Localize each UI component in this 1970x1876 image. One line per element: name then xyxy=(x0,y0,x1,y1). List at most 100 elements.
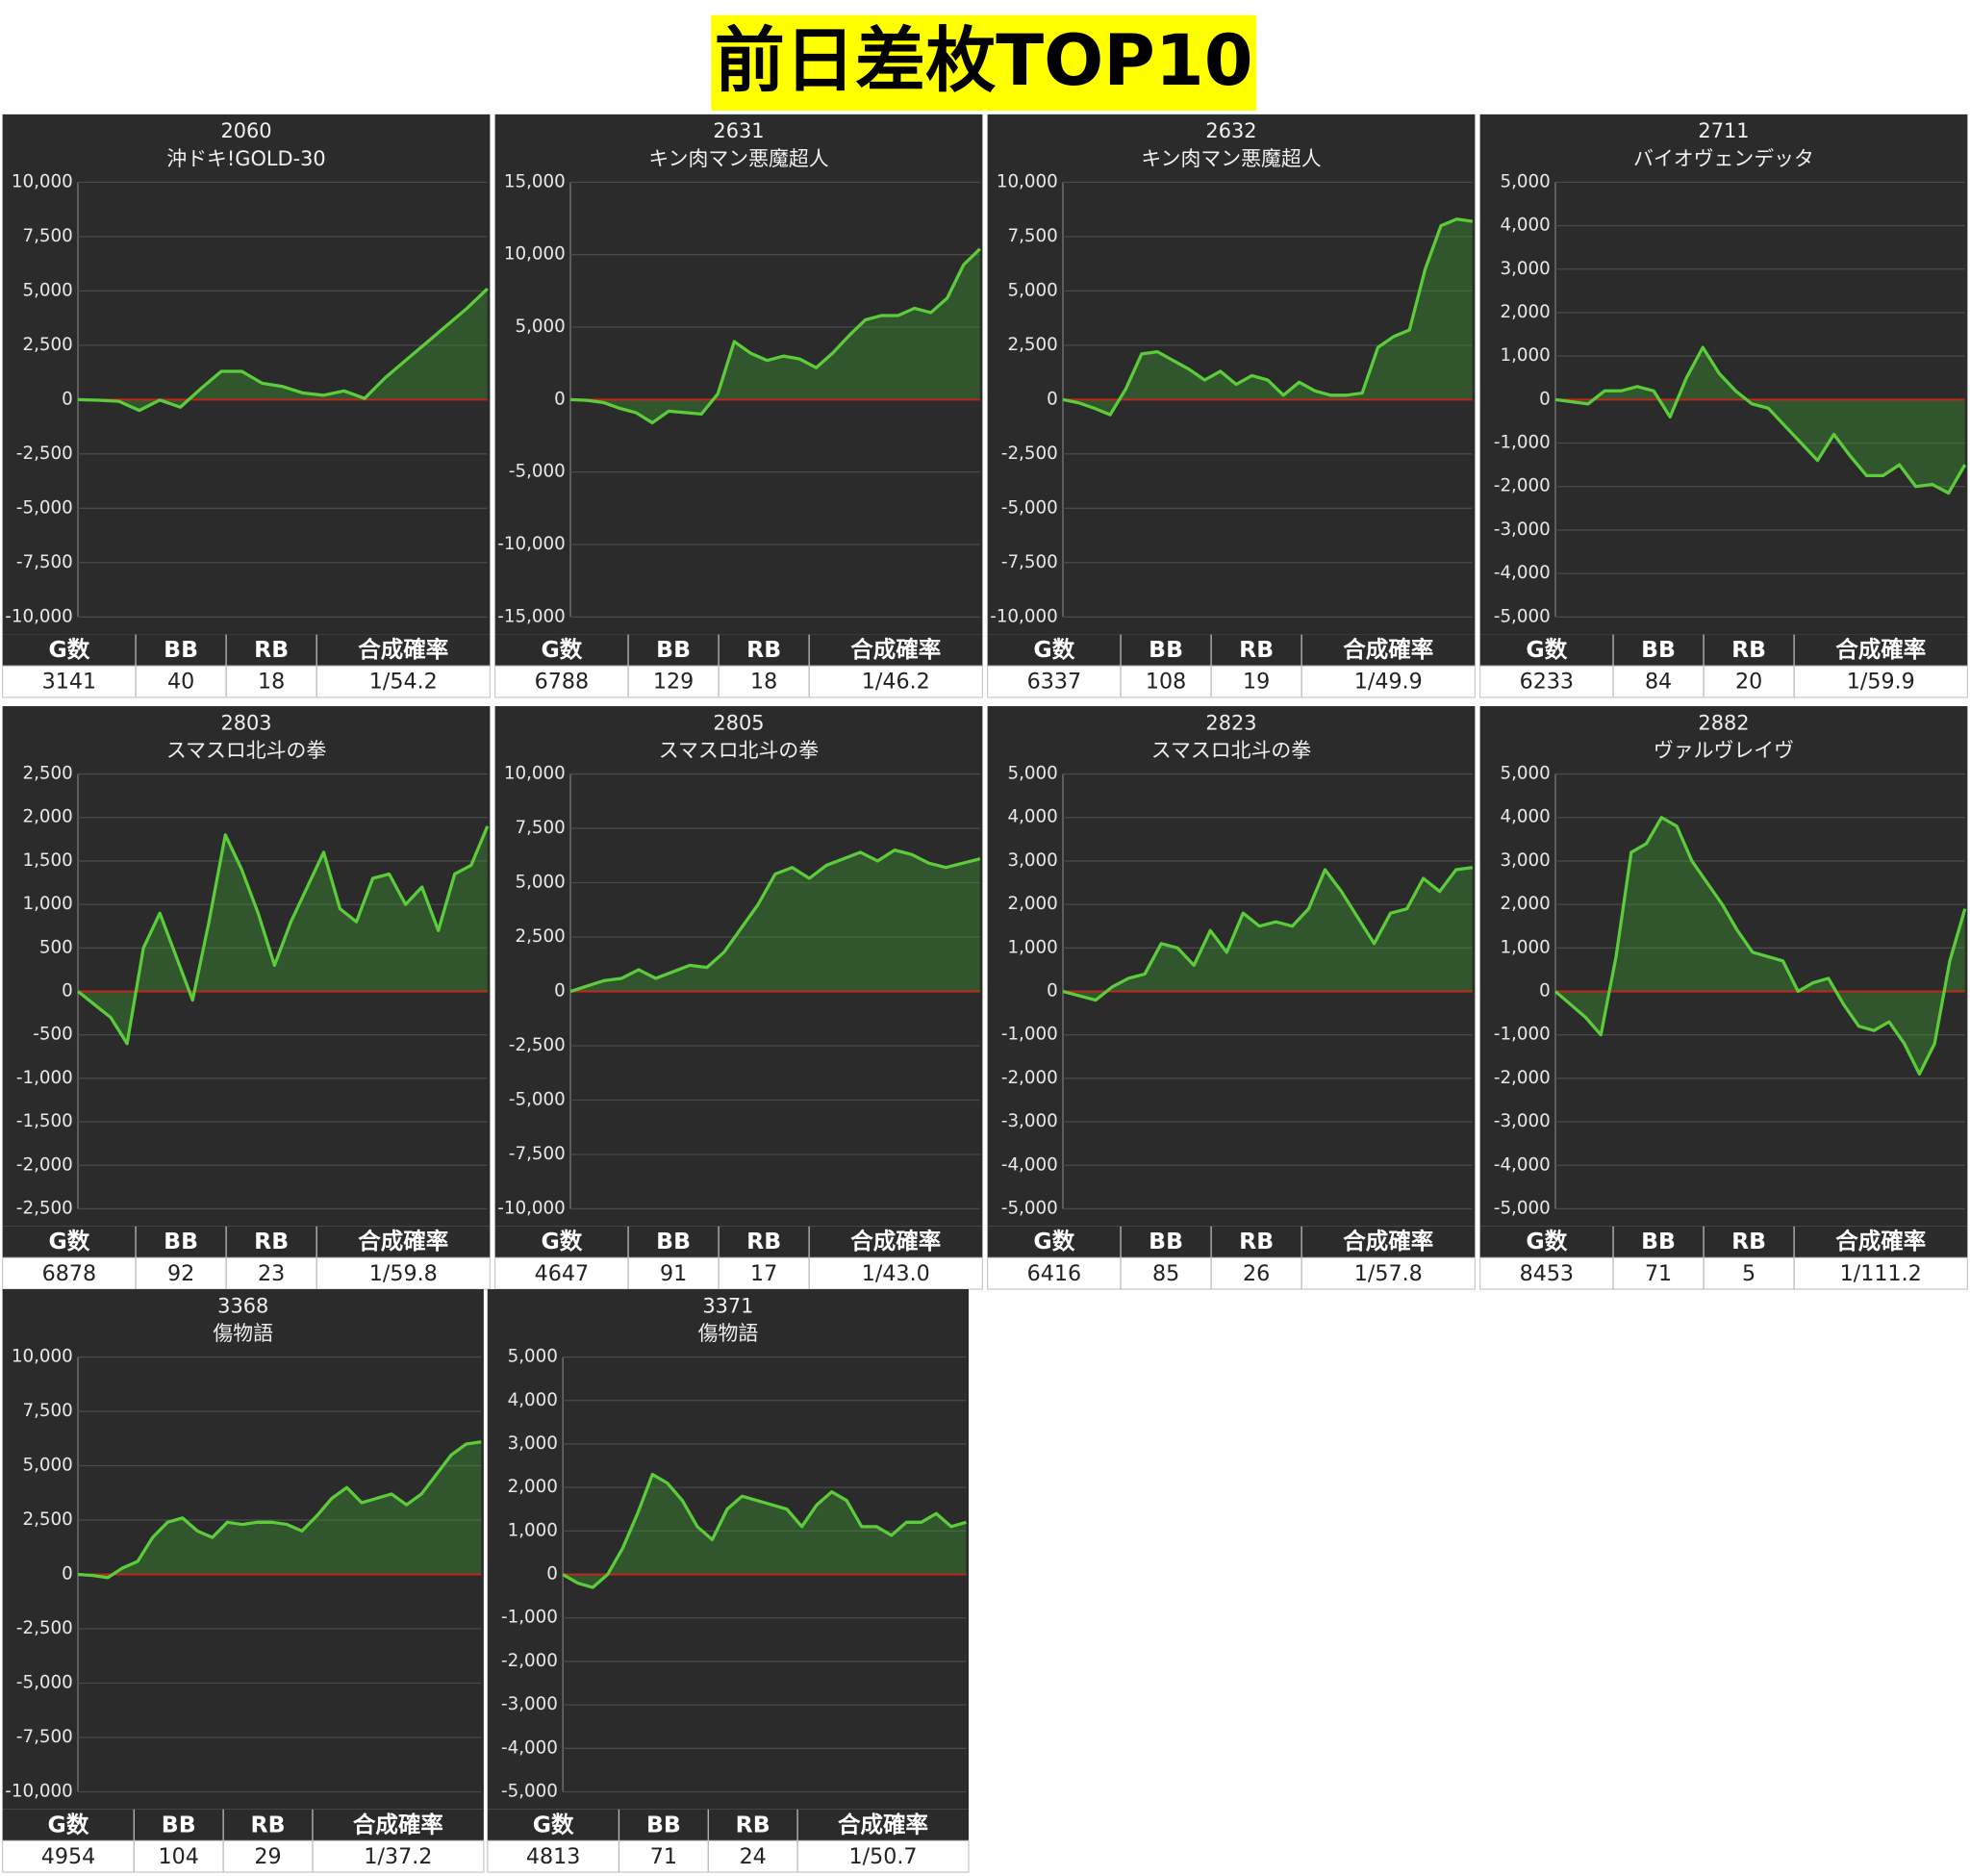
y-tick-label: -3,000 xyxy=(1494,1111,1551,1131)
area xyxy=(563,1474,967,1588)
table-header-row xyxy=(987,634,1476,667)
table-value-row xyxy=(986,665,1477,698)
y-tick-label: -2,500 xyxy=(1001,444,1058,464)
chart-subtitle: ヴァルヴレイヴ xyxy=(1654,739,1794,762)
panel-background xyxy=(487,1289,970,1810)
table-header: RB xyxy=(1239,636,1274,663)
table-value: 18 xyxy=(750,670,777,695)
chart-panel: 2711 バイオヴェンデッタ -5,000 -4,000 -3,000 -2,000 -1,… xyxy=(1478,114,1969,698)
y-tick-label: 4,000 xyxy=(1500,215,1550,236)
table-header: 合成確率 xyxy=(1343,636,1433,663)
y-tick-label: 10,000 xyxy=(504,244,566,265)
area xyxy=(1554,347,1965,494)
y-tick-label: 0 xyxy=(62,1564,73,1584)
y-tick-label: 3,000 xyxy=(508,1433,558,1454)
table-header: RB xyxy=(1731,636,1766,663)
chart-subtitle: スマスロ北斗の拳 xyxy=(1151,739,1311,762)
table-value: 5 xyxy=(1742,1261,1755,1286)
panel-background xyxy=(494,114,983,635)
y-tick-label: -2,500 xyxy=(509,1035,566,1055)
chart-title: 2631 xyxy=(713,119,764,142)
table-value: 1/49.9 xyxy=(1354,670,1423,695)
y-tick-label: -10,000 xyxy=(5,606,73,626)
table-value-row xyxy=(493,665,984,698)
y-tick-label: -5,000 xyxy=(501,1781,558,1801)
table-value: 108 xyxy=(1146,670,1186,695)
table-header: RB xyxy=(1731,1228,1766,1255)
table-value: 92 xyxy=(167,1261,194,1286)
table-value: 84 xyxy=(1645,670,1672,695)
table-header-row xyxy=(494,634,983,667)
table-header: RB xyxy=(746,1228,781,1255)
table-header: G数 xyxy=(48,1228,89,1255)
table-header-row xyxy=(2,1226,491,1258)
area xyxy=(1554,817,1965,1075)
y-tick-label: 1,000 xyxy=(1007,937,1057,957)
area xyxy=(77,825,488,1044)
table-header: RB xyxy=(251,1811,286,1838)
y-tick-label: 10,000 xyxy=(12,1347,73,1367)
chart-subtitle: キン肉マン悪魔超人 xyxy=(1141,147,1321,170)
y-tick-label: 5,000 xyxy=(1007,280,1057,300)
y-tick-label: 3,000 xyxy=(1500,259,1550,279)
y-tick-label: 4,000 xyxy=(1500,807,1550,827)
y-tick-label: 500 xyxy=(39,937,73,957)
y-tick-label: 0 xyxy=(62,389,73,409)
page-title: 前日差枚TOP10 xyxy=(715,20,1253,102)
table-value-row xyxy=(1478,665,1969,698)
table-value-row xyxy=(986,1256,1477,1290)
y-tick-label: -7,500 xyxy=(1001,552,1058,572)
y-tick-label: 1,000 xyxy=(1500,345,1550,366)
table-header: G数 xyxy=(48,636,89,663)
y-tick-label: -500 xyxy=(33,1025,72,1045)
table-header-row xyxy=(2,634,491,667)
table-value: 6416 xyxy=(1027,1261,1081,1286)
area xyxy=(77,1441,482,1578)
y-tick-label: -1,000 xyxy=(16,1068,73,1088)
table-value: 104 xyxy=(159,1844,199,1869)
panel-background xyxy=(2,706,491,1227)
y-tick-label: 4,000 xyxy=(508,1390,558,1410)
y-tick-label: 10,000 xyxy=(12,171,73,191)
table-value: 1/54.2 xyxy=(369,670,438,695)
data-line xyxy=(77,1440,482,1580)
table-header: 合成確率 xyxy=(1835,1228,1926,1255)
y-tick-label: -1,000 xyxy=(1001,1025,1058,1045)
data-line xyxy=(569,849,981,994)
data-line xyxy=(1554,345,1967,495)
table-header: 合成確率 xyxy=(358,1228,448,1255)
table-value-row xyxy=(487,1839,970,1873)
table-header-row xyxy=(1479,634,1968,667)
y-tick-label: -4,000 xyxy=(501,1737,558,1758)
chart-panel: 3371 傷物語 -5,000 -4,000 -3,000 -2,000 -1,000 0 1,… xyxy=(487,1289,970,1873)
table-value-row xyxy=(1478,1256,1969,1290)
y-tick-label: 0 xyxy=(1047,389,1058,409)
table-value: 26 xyxy=(1243,1261,1270,1286)
y-tick-label: 2,000 xyxy=(1500,894,1550,914)
table-header: BB xyxy=(656,636,691,663)
panel-background xyxy=(1479,706,1968,1227)
chart-subtitle: 沖ドキ!GOLD-30 xyxy=(166,147,325,170)
chart-subtitle: キン肉マン悪魔超人 xyxy=(648,147,828,170)
y-tick-label: -2,500 xyxy=(16,1198,73,1218)
y-tick-label: -15,000 xyxy=(497,606,566,626)
y-tick-label: 5,000 xyxy=(515,317,565,337)
y-tick-label: 15,000 xyxy=(504,171,566,191)
table-value: 1/46.2 xyxy=(862,670,930,695)
y-tick-label: -2,000 xyxy=(1494,1068,1551,1088)
table-value: 85 xyxy=(1152,1261,1179,1286)
chart-subtitle: 傷物語 xyxy=(698,1322,759,1345)
y-tick-label: -5,000 xyxy=(16,1673,73,1693)
table-value: 24 xyxy=(740,1844,767,1869)
table-header: G数 xyxy=(1526,1228,1567,1255)
y-tick-label: 2,500 xyxy=(515,926,565,947)
y-tick-label: -3,000 xyxy=(501,1694,558,1714)
y-tick-label: 5,000 xyxy=(508,1347,558,1367)
table-header: BB xyxy=(1641,636,1676,663)
table-header: 合成確率 xyxy=(838,1811,928,1838)
table-value-row xyxy=(1,665,492,698)
y-tick-label: 1,500 xyxy=(22,850,72,871)
chart-title: 2060 xyxy=(220,119,271,142)
